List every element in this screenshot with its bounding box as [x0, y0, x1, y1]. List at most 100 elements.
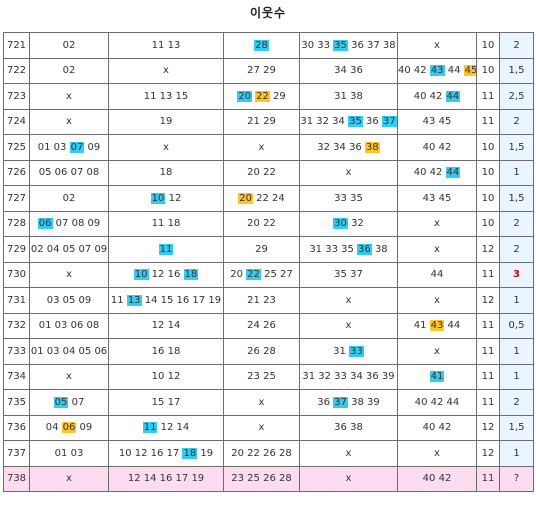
number-text: 22 24 — [252, 192, 285, 204]
tens-cell: x — [108, 57, 224, 84]
table-row: 725 01 03 07 09 x x 32 34 36 38 40 42 10 1,5 — [3, 134, 534, 161]
single-digits-cell: x — [29, 363, 109, 390]
twenties-cell: 24 26 — [223, 312, 300, 339]
number-text: 04 — [45, 422, 62, 434]
number-text: 11 18 — [151, 218, 181, 230]
number-text: 20 — [230, 269, 247, 281]
highlight-blue: 35 — [333, 39, 348, 51]
tens-cell: 19 — [108, 108, 224, 135]
count-cell: 11 — [476, 261, 500, 288]
number-text: 02 04 05 07 09 — [30, 243, 108, 255]
table-row: 733 01 03 04 05 06 16 18 26 28 31 33 x 11 1 — [3, 338, 534, 365]
number-text: 12 14 16 17 19 — [127, 473, 205, 485]
number-text: 09 — [76, 422, 93, 434]
number-text: 27 29 — [247, 65, 276, 77]
count-cell: 11 — [476, 338, 500, 365]
twenties-cell: 20 22 25 27 — [223, 261, 300, 288]
highlight-blue: 10 — [133, 269, 149, 281]
number-text: x — [66, 90, 72, 102]
table-row: 729 02 04 05 07 09 11 29 31 33 35 36 38 x 12 2 — [3, 236, 534, 263]
number-text: x — [434, 294, 440, 306]
table-row: 722 02 x 27 29 34 36 40 42 43 44 45 10 1,5 — [3, 57, 534, 84]
number-text: 43 45 — [422, 192, 452, 204]
highlight-yellow: 06 — [61, 422, 77, 434]
table-row: 732 01 03 06 08 12 14 24 26 x 41 43 44 11 0,5 — [3, 312, 534, 339]
highlight-blue: 10 — [150, 192, 166, 204]
thirties-cell: 34 36 — [299, 57, 398, 84]
table-row: 721 02 11 13 28 30 33 35 36 37 38 x 10 2 — [3, 32, 534, 59]
highlight-yellow: 45 — [463, 65, 477, 77]
highlight-blue: 11 — [158, 243, 174, 255]
score-cell: 2 — [499, 210, 534, 237]
tens-cell: 10 12 16 17 18 19 — [108, 440, 224, 467]
number-text: x — [66, 371, 72, 383]
number-text: 11 13 — [151, 39, 181, 51]
single-digits-cell: 02 — [29, 57, 109, 84]
count-cell: 11 — [476, 389, 500, 416]
number-text: 31 33 35 — [309, 243, 358, 255]
score-cell: ? — [499, 465, 534, 492]
thirties-cell: 31 32 33 34 36 39 — [299, 363, 398, 390]
single-digits-cell: 02 — [29, 32, 109, 59]
draw-number-cell: 721 — [3, 32, 30, 59]
count-cell: 10 — [476, 57, 500, 84]
number-text: x — [66, 116, 72, 128]
number-text: 12 14 — [151, 320, 181, 332]
number-text: x — [345, 167, 352, 179]
number-text: 43 45 — [422, 116, 452, 128]
score-cell: 1 — [499, 159, 534, 186]
forties-cell: 40 42 — [397, 414, 477, 441]
score-cell: 1,5 — [499, 134, 534, 161]
table-body: 721 02 11 13 28 30 33 35 36 37 38 x 10 2 722 02 x 2… — [3, 32, 534, 492]
single-digits-cell: x — [29, 465, 109, 492]
twenties-cell: 21 23 — [223, 287, 300, 314]
page-title: 이웃수 — [249, 6, 287, 20]
twenties-cell: 20 22 — [223, 210, 300, 237]
single-digits-cell: x — [29, 83, 109, 110]
highlight-blue: 22 — [246, 269, 261, 281]
score-cell: 3 — [499, 261, 534, 288]
number-text: x — [434, 243, 440, 255]
highlight-blue: 18 — [183, 269, 199, 281]
forties-cell: x — [397, 338, 477, 365]
twenties-cell: 27 29 — [223, 57, 300, 84]
number-text: 31 38 — [334, 90, 363, 102]
number-text: 14 15 16 17 19 — [141, 294, 222, 306]
single-digits-cell: 06 07 08 09 — [29, 210, 109, 237]
forties-cell: x — [397, 440, 477, 467]
count-cell: 12 — [476, 287, 500, 314]
number-text: 23 25 — [247, 371, 276, 383]
thirties-cell: 31 38 — [299, 83, 398, 110]
score-cell: 2 — [499, 236, 534, 263]
number-text: x — [163, 65, 169, 77]
number-text: x — [345, 447, 352, 459]
number-text: 25 27 — [260, 269, 293, 281]
thirties-cell: x — [299, 440, 398, 467]
score-cell: 2,5 — [499, 83, 534, 110]
count-cell: 12 — [476, 440, 500, 467]
twenties-cell: x — [223, 414, 300, 441]
number-text: 36 37 38 — [347, 39, 396, 51]
count-cell: 11 — [476, 83, 500, 110]
thirties-cell: x — [299, 465, 398, 492]
single-digits-cell: 01 03 04 05 06 — [29, 338, 109, 365]
number-text: 21 29 — [247, 116, 276, 128]
forties-cell: 40 42 44 — [397, 83, 477, 110]
twenties-cell: 20 22 29 — [223, 83, 300, 110]
thirties-cell: x — [299, 287, 398, 314]
number-text: 26 28 — [247, 345, 276, 357]
table-row: 737 01 03 10 12 16 17 18 19 20 22 26 28 x x 12… — [3, 440, 534, 467]
number-text: x — [434, 345, 440, 357]
score-cell: 1 — [499, 338, 534, 365]
number-text: 20 22 26 28 — [231, 447, 292, 459]
table-row: 738 x 12 14 16 17 19 23 25 26 28 x 40 42 11? — [3, 465, 534, 492]
number-text: 01 03 — [54, 447, 84, 459]
single-digits-cell: 02 04 05 07 09 — [29, 236, 109, 263]
number-text: 40 42 — [422, 141, 452, 153]
score-cell: 0,5 — [499, 312, 534, 339]
number-text: 34 36 — [334, 65, 363, 77]
number-text: x — [66, 269, 72, 281]
thirties-cell: 35 37 — [299, 261, 398, 288]
number-text: 07 08 09 — [52, 218, 101, 230]
draw-number-cell: 723 — [3, 83, 30, 110]
